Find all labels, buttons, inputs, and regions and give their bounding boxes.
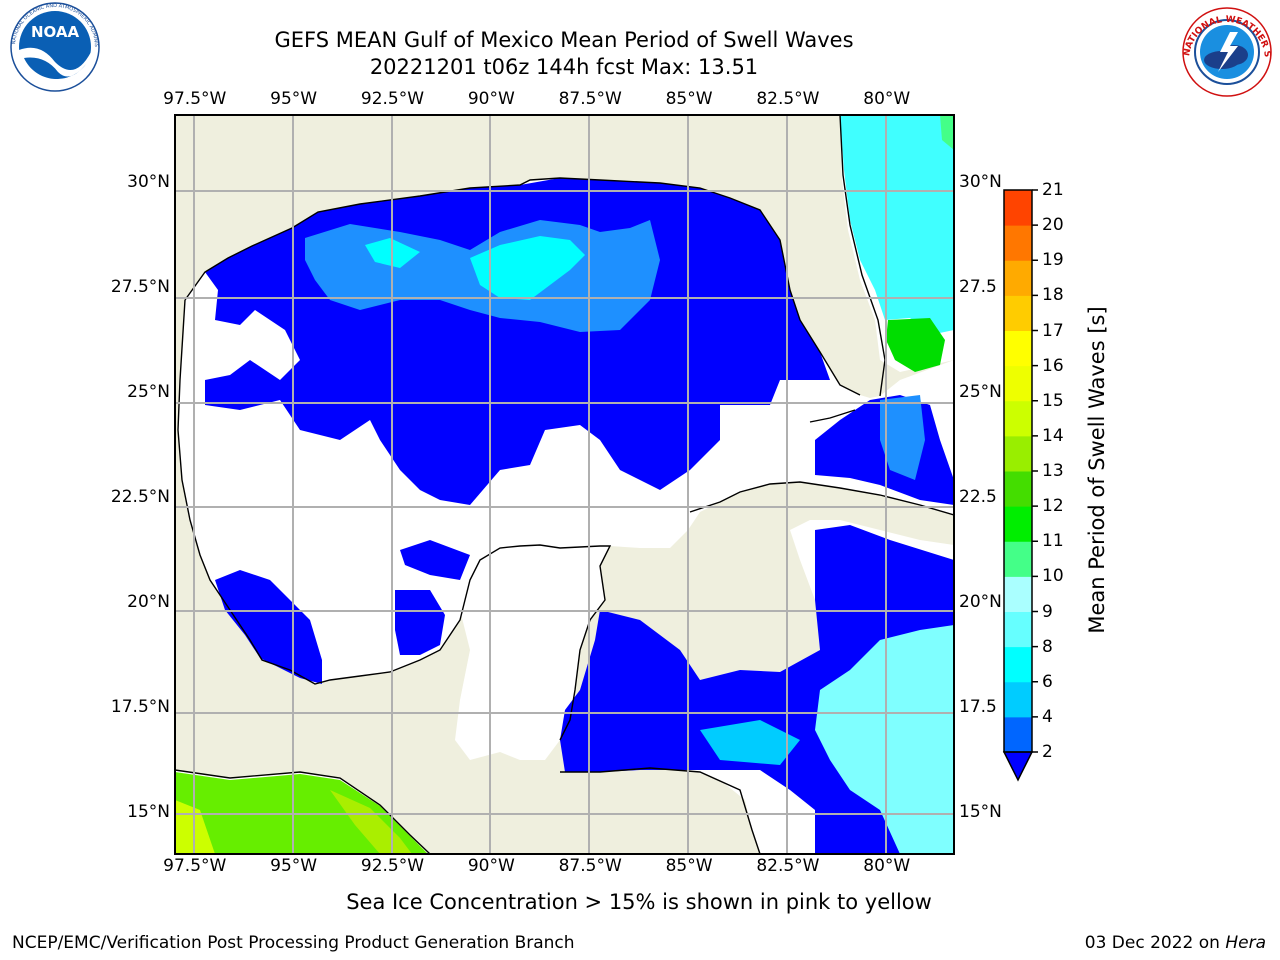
colorbar-segment-6	[1004, 646, 1032, 683]
footer-date: 03 Dec 2022 on Hera	[1085, 933, 1266, 953]
lon-tick-bottom: 92.5°W	[360, 856, 425, 876]
lon-tick-top: 80°W	[863, 89, 911, 109]
lat-tick-right: 22.5	[959, 487, 997, 508]
colorbar-tick-label: 13	[1042, 461, 1064, 481]
colorbar-tick-label: 6	[1042, 671, 1053, 692]
swell-band-6-9-atlantic	[840, 115, 954, 335]
lon-tick-bottom: 90°W	[467, 856, 515, 876]
colorbar-tick-label: 19	[1042, 250, 1064, 271]
lon-tick-top: 90°W	[467, 89, 515, 109]
colorbar-tick-label: 9	[1042, 601, 1053, 622]
sea-ice-note: Sea Ice Concentration > 15% is shown in …	[346, 890, 932, 914]
lat-tick-left: 17.5°N	[110, 697, 170, 718]
map-frame	[174, 114, 955, 855]
footer-host: Hera	[1225, 933, 1266, 953]
colorbar-segment-15	[1004, 365, 1032, 402]
lat-tick-right: 27.5	[959, 277, 997, 298]
lon-tick-bottom: 82.5°W	[756, 856, 820, 876]
swell-band-6-8-caribbean	[815, 625, 954, 854]
colorbar-tick-label: 4	[1042, 706, 1053, 727]
colorbar-segment-13	[1004, 435, 1032, 472]
coastlines	[175, 115, 954, 854]
colorbar-segment-10	[1004, 541, 1032, 577]
swell-band-4-6-caribbean	[700, 720, 800, 765]
lat-tick-left: 15°N	[127, 802, 170, 822]
colorbar-segment-9	[1004, 576, 1032, 612]
noaa-logo-text: NOAA	[31, 23, 80, 41]
lon-tick-top: 92.5°W	[360, 89, 425, 109]
colorbar-tick-label: 11	[1042, 531, 1064, 552]
lon-tick-top: 85°W	[665, 89, 713, 109]
lon-tick-bottom: 80°W	[863, 856, 911, 876]
colorbar-tick-label: 8	[1042, 636, 1053, 657]
colorbar-tick-label: 15	[1042, 390, 1064, 411]
lon-tick-bottom: 87.5°W	[558, 856, 622, 876]
lat-tick-right: 20°N	[959, 592, 1002, 613]
footer-date-text: 03 Dec 2022 on	[1084, 933, 1226, 953]
swell-band-2-4-centralgulf	[400, 540, 470, 580]
colorbar-tick-label: 10	[1042, 566, 1064, 587]
lon-tick-top: 87.5°W	[558, 89, 622, 109]
colorbar-tick-label: 18	[1042, 285, 1064, 306]
lon-tick-top: 97.5°W	[163, 89, 227, 109]
lat-tick-right: 30°N	[959, 172, 1002, 193]
colorbar-segment-4	[1004, 681, 1032, 718]
swell-band-2-4-campeche	[395, 590, 445, 655]
colorbar-tick-label: 20	[1042, 215, 1064, 236]
colorbar-segment-12	[1004, 471, 1032, 507]
lat-tick-right: 15°N	[959, 802, 1002, 822]
colorbar-segment-2	[1004, 716, 1032, 753]
gridlines	[175, 115, 954, 854]
lon-tick-top: 82.5°W	[756, 89, 820, 109]
colorbar-tick-label: 12	[1042, 496, 1064, 517]
colorbar-segment-14	[1004, 400, 1032, 437]
lon-tick-bottom: 97.5°W	[163, 856, 227, 876]
lat-tick-left: 30°N	[127, 172, 170, 193]
colorbar-tick-label: 21	[1042, 180, 1064, 200]
chart-title: GEFS MEAN Gulf of Mexico Mean Period of …	[274, 28, 854, 52]
lat-tick-left: 27.5°N	[110, 277, 170, 298]
swell-band-9-11-bahamas	[886, 318, 945, 372]
lat-tick-left: 22.5°N	[110, 487, 170, 508]
colorbar-segment-20	[1004, 190, 1032, 226]
lon-tick-bottom: 95°W	[270, 856, 318, 876]
swell-band-2-4-westgulf	[215, 570, 322, 684]
colorbar-tick-label: 17	[1042, 320, 1064, 341]
colorbar-tick-label: 16	[1042, 355, 1064, 376]
swell-band-4-6-florida-straits	[880, 395, 925, 480]
lat-tick-right: 17.5	[959, 697, 997, 718]
lon-tick-top: 95°W	[270, 89, 318, 109]
colorbar-segment-16	[1004, 330, 1032, 367]
colorbar-tick-label: 14	[1042, 425, 1064, 446]
footer-credit: NCEP/EMC/Verification Post Processing Pr…	[12, 933, 575, 953]
colorbar-tick-label: 2	[1042, 742, 1053, 762]
noaa-logo: NOAA NATIONAL OCEANIC AND ATMOSPHERIC AD…	[0, 0, 102, 94]
chart-subtitle: 20221201 t06z 144h fcst Max: 13.51	[369, 55, 759, 79]
colorbar-segment-19	[1004, 225, 1032, 261]
nws-logo: NATIONAL WEATHER SERVICE	[1172, 0, 1273, 98]
lat-tick-left: 20°N	[127, 592, 170, 613]
lat-tick-left: 25°N	[127, 382, 170, 403]
swell-band-6-8-plume	[470, 236, 585, 300]
swell-band-9-11-atlantic-edge	[940, 115, 954, 150]
lon-tick-bottom: 85°W	[665, 856, 713, 876]
colorbar-segment-18	[1004, 260, 1032, 296]
colorbar-extend-min	[1002, 751, 1034, 782]
colorbar-segment-11	[1004, 506, 1032, 542]
lat-tick-right: 25°N	[959, 382, 1002, 403]
colorbar-segment-17	[1004, 295, 1032, 331]
colorbar-title: Mean Period of Swell Waves [s]	[1085, 306, 1109, 634]
colorbar-segment-8	[1004, 611, 1032, 648]
